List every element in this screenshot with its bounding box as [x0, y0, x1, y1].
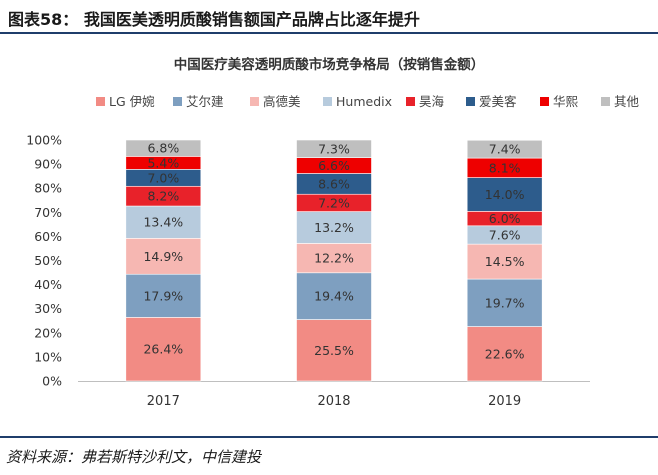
legend-label-2: 高德美 [263, 94, 301, 109]
legend-label-3: Humedix [336, 94, 392, 109]
legend-swatch-4 [406, 97, 415, 106]
legend-swatch-7 [601, 97, 610, 106]
y-tick-label: 80% [34, 181, 62, 196]
legend-swatch-0 [96, 97, 105, 106]
bar-segment [296, 211, 372, 244]
bar-segment [466, 326, 543, 382]
figure-footer: 资料来源：弗若斯特沙利文，中信建投 [0, 436, 658, 475]
data-label: 8.6% [318, 176, 350, 191]
data-label: 7.3% [318, 141, 350, 156]
x-tick-label: 2018 [317, 394, 350, 409]
y-tick-label: 30% [34, 301, 62, 316]
legend-label-1: 艾尔建 [186, 94, 224, 109]
legend-label-7: 其他 [614, 94, 640, 109]
bar-segment [296, 319, 372, 382]
data-label: 8.2% [147, 189, 179, 204]
data-label: 7.6% [489, 227, 521, 242]
y-tick-label: 40% [34, 277, 62, 292]
bar-segment [466, 243, 543, 280]
legend-swatch-3 [323, 97, 332, 106]
legend-label-0: LG 伊婉 [109, 94, 155, 109]
data-label: 25.5% [314, 343, 354, 358]
figure-header: 图表58： 我国医美透明质酸销售额国产品牌占比逐年提升 [0, 0, 658, 34]
data-label: 12.2% [314, 251, 354, 266]
x-tick-label: 2019 [488, 394, 521, 409]
data-label: 6.0% [489, 211, 521, 226]
data-label: 19.4% [314, 289, 354, 304]
figure-title: 图表58： 我国医美透明质酸销售额国产品牌占比逐年提升 [8, 10, 420, 29]
y-tick-label: 90% [34, 157, 62, 172]
y-tick-label: 100% [26, 133, 62, 148]
bar-segment [296, 272, 372, 320]
data-label: 17.9% [143, 288, 183, 303]
bar-segment [296, 243, 372, 274]
legend-label-4: 昊海 [419, 94, 445, 109]
bar-segment [466, 278, 543, 327]
data-label: 6.6% [318, 158, 350, 173]
stacked-bar-chart: 中国医疗美容透明质酸市场竞争格局（按销售金额） LG 伊婉 艾尔建 高德美 Humedi… [26, 56, 640, 409]
data-label: 19.7% [485, 295, 525, 310]
bar-segment [125, 273, 202, 318]
y-tick-label: 10% [34, 349, 62, 364]
legend-swatch-6 [540, 97, 549, 106]
y-tick-label: 0% [42, 374, 62, 389]
bar-segment [296, 139, 372, 158]
y-tick-label: 60% [34, 229, 62, 244]
data-label: 14.0% [485, 187, 525, 202]
legend-label-6: 华熙 [553, 94, 579, 109]
chart-title: 中国医疗美容透明质酸市场竞争格局（按销售金额） [174, 56, 485, 73]
bar-segment [466, 139, 543, 159]
data-label: 7.2% [318, 195, 350, 210]
data-label: 14.9% [143, 249, 183, 264]
bar-segment [466, 177, 543, 212]
bar-segment [125, 139, 202, 157]
data-label: 5.4% [147, 155, 179, 170]
legend-swatch-5 [466, 97, 475, 106]
legend-label-5: 爱美客 [479, 94, 517, 109]
y-tick-label: 20% [34, 325, 62, 340]
data-label: 26.4% [143, 342, 183, 357]
data-label: 14.5% [485, 254, 525, 269]
x-tick-label: 2017 [147, 394, 180, 409]
y-tick-label: 70% [34, 205, 62, 220]
data-label: 13.4% [143, 215, 183, 230]
data-label: 8.1% [489, 160, 521, 175]
data-label: 13.2% [314, 220, 354, 235]
legend-swatch-2 [250, 97, 259, 106]
y-tick-label: 50% [34, 253, 62, 268]
legend-swatch-1 [173, 97, 182, 106]
data-label: 7.4% [489, 142, 521, 157]
data-label: 22.6% [485, 346, 525, 361]
source-note: 资料来源：弗若斯特沙利文，中信建投 [6, 448, 262, 466]
data-label: 7.0% [147, 170, 179, 185]
data-label: 6.8% [147, 141, 179, 156]
bar-segment [125, 205, 202, 239]
bar-segment [125, 317, 202, 382]
